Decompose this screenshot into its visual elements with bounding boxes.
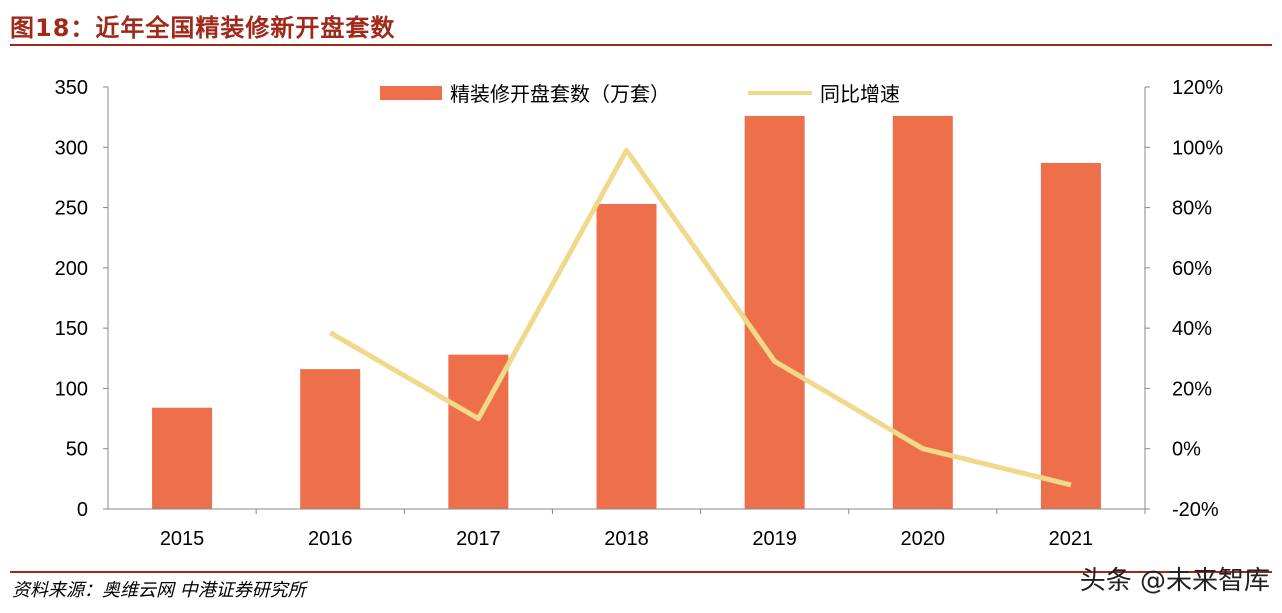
header-divider: [10, 44, 1272, 46]
bar-2015: [152, 407, 213, 509]
right-tick-label: 60%: [1172, 258, 1212, 280]
x-tick-label: 2021: [1049, 528, 1094, 550]
left-tick-label: 300: [55, 137, 88, 159]
source-note: 资料来源：奥维云网 中港证券研究所: [12, 580, 306, 601]
growth-line: [328, 147, 1072, 488]
bar-2020: [892, 115, 953, 510]
right-tick-label: 100%: [1172, 137, 1223, 159]
bar-2018: [596, 203, 657, 509]
right-tick-label: -20%: [1172, 499, 1219, 521]
left-tick-label: 100: [55, 378, 88, 400]
legend-bar-label: 精装修开盘套数（万套）: [450, 83, 670, 106]
left-tick-label: 0: [77, 499, 88, 521]
figure-title: 图18：近年全国精装修新开盘套数: [10, 14, 396, 42]
x-tick-label: 2019: [752, 528, 797, 550]
x-tick-label: 2020: [901, 528, 946, 550]
legend-line-label: 同比增速: [820, 83, 900, 106]
x-tick-label: 2016: [308, 528, 353, 550]
watermark: 头条 @未来智库: [1079, 566, 1270, 596]
right-tick-label: 40%: [1172, 318, 1212, 340]
right-tick-label: 120%: [1172, 77, 1223, 99]
legend-bar-swatch: [380, 86, 442, 100]
x-tick-label: 2015: [160, 528, 205, 550]
right-tick-label: 0%: [1172, 439, 1201, 461]
left-tick-label: 350: [55, 77, 88, 99]
right-tick-label: 20%: [1172, 378, 1212, 400]
x-tick-label: 2018: [604, 528, 649, 550]
left-tick-label: 150: [55, 318, 88, 340]
bar-2016: [300, 369, 361, 509]
bar-2019: [744, 115, 805, 510]
left-tick-label: 50: [66, 439, 88, 461]
x-tick-label: 2017: [456, 528, 501, 550]
left-tick-label: 200: [55, 258, 88, 280]
footer-divider: [10, 571, 1272, 573]
bar-2021: [1040, 162, 1101, 509]
right-tick-label: 80%: [1172, 198, 1212, 220]
left-tick-label: 250: [55, 198, 88, 220]
